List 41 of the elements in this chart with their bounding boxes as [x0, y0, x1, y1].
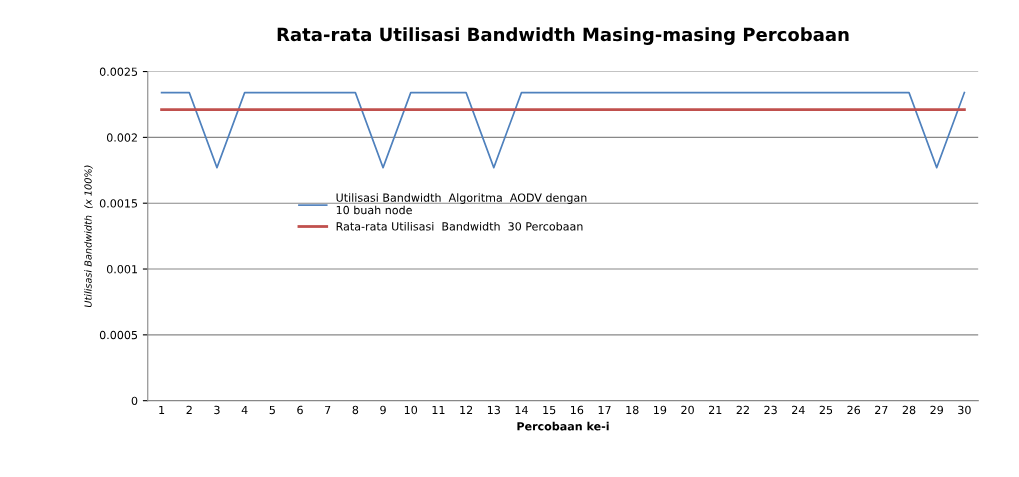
y-tick-label: 0.001	[106, 265, 138, 274]
x-tick-label: 24	[792, 405, 805, 414]
x-tick-label: 21	[709, 405, 722, 414]
x-tick-label: 22	[736, 405, 749, 414]
x-tick-label: 14	[515, 405, 528, 414]
x-tick-label: 16	[570, 405, 584, 415]
x-tick-label: 20	[681, 405, 694, 415]
y-tick-label: 0.0005	[99, 330, 138, 340]
y-tick-label: 0.0015	[99, 199, 138, 208]
x-tick-label: 8	[352, 405, 359, 415]
x-tick-label: 11	[432, 405, 445, 414]
x-tick-label: 3	[214, 405, 220, 415]
chart-title: Rata-rata Utilisasi Bandwidth Masing-masing Percobaan	[277, 27, 849, 45]
x-tick-label: 5	[269, 405, 275, 415]
x-tick-label: 15	[543, 405, 556, 415]
x-tick-label: 30	[958, 405, 971, 415]
x-tick-label: 17	[598, 405, 611, 414]
y-tick-label: 0	[131, 396, 138, 406]
x-tick-label: 1	[159, 405, 165, 414]
x-tick-label: 13	[487, 405, 500, 415]
x-axis-title: Percobaan ke-i	[517, 421, 609, 431]
legend-label: Utilisasi Bandwidth Algoritma AODV dengan 10 buah node	[336, 193, 587, 215]
y-tick-label: 0.002	[106, 133, 137, 142]
y-tick-label: 0.0025	[99, 67, 138, 76]
x-tick-label: 10	[404, 405, 418, 415]
x-tick-label: 6	[297, 405, 303, 415]
legend-label: Rata-rata Utilisasi Bandwidth 30 Percobaan	[336, 221, 583, 231]
x-tick-label: 7	[325, 405, 331, 414]
x-tick-label: 4	[241, 405, 248, 414]
x-tick-label: 2	[186, 405, 192, 414]
y-axis-title: Utilisasi Bandwidth (x 100%)	[84, 165, 93, 308]
x-tick-label: 9	[380, 405, 386, 415]
x-tick-label: 19	[654, 405, 667, 415]
x-tick-label: 18	[626, 405, 639, 415]
x-tick-label: 26	[847, 405, 861, 415]
x-tick-label: 23	[764, 405, 777, 415]
x-tick-label: 12	[460, 405, 473, 414]
x-tick-label: 28	[902, 405, 916, 415]
x-tick-label: 29	[930, 405, 943, 415]
x-tick-label: 25	[819, 405, 833, 415]
x-tick-label: 27	[875, 405, 888, 414]
